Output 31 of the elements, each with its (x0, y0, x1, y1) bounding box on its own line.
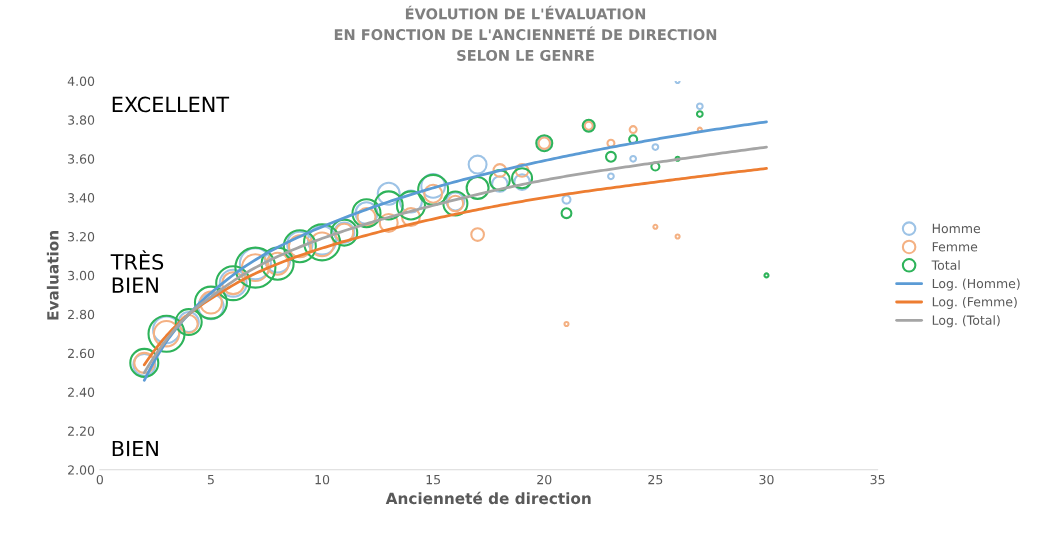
annotation: BIEN (112, 440, 158, 457)
legend-label: Homme (932, 223, 981, 234)
legend-label: Log. (Femme) (932, 296, 1017, 309)
x-tick-label: 15 (426, 475, 441, 485)
chart-title: ÉVOLUTION DE L'ÉVALUATION EN FONCTION DE L'ANCIENNETÉ DE DIRECTION SELON LE GENRE (334, 5, 717, 61)
annotation: TRÈS BIEN (110, 250, 164, 293)
annotation: EXCELLENT (112, 96, 230, 113)
x-axis-title: Ancienneté de direction (385, 491, 591, 505)
x-tick-label: 20 (537, 474, 552, 485)
x-tick-label: 35 (870, 474, 885, 485)
y-tick-label: 2.60 (68, 348, 95, 359)
x-tick-label: 25 (648, 474, 663, 485)
legend-label: Total (931, 260, 960, 270)
x-tick-label: 0 (96, 474, 103, 485)
y-tick-label: 3.60 (68, 154, 95, 164)
y-tick-label: 3.40 (68, 193, 95, 203)
x-tick-label: 10 (315, 474, 330, 485)
y-tick-label: 3.80 (68, 115, 95, 125)
y-tick-label: 3.20 (68, 231, 95, 242)
y-tick-label: 2.80 (68, 309, 95, 320)
y-tick-label: 4.00 (67, 76, 95, 86)
legend-label: Log. (Total) (932, 315, 1000, 328)
legend-label: Femme (932, 242, 978, 252)
y-tick-label: 2.40 (68, 387, 95, 397)
y-tick-label: 2.00 (68, 465, 95, 475)
y-tick-label: 3.00 (68, 270, 95, 281)
y-tick-label: 2.20 (68, 426, 95, 436)
y-axis-title: Evaluation (46, 231, 59, 320)
x-tick-label: 5 (207, 475, 214, 485)
legend-label: Log. (Homme) (932, 278, 1020, 291)
x-tick-label: 30 (759, 474, 774, 485)
